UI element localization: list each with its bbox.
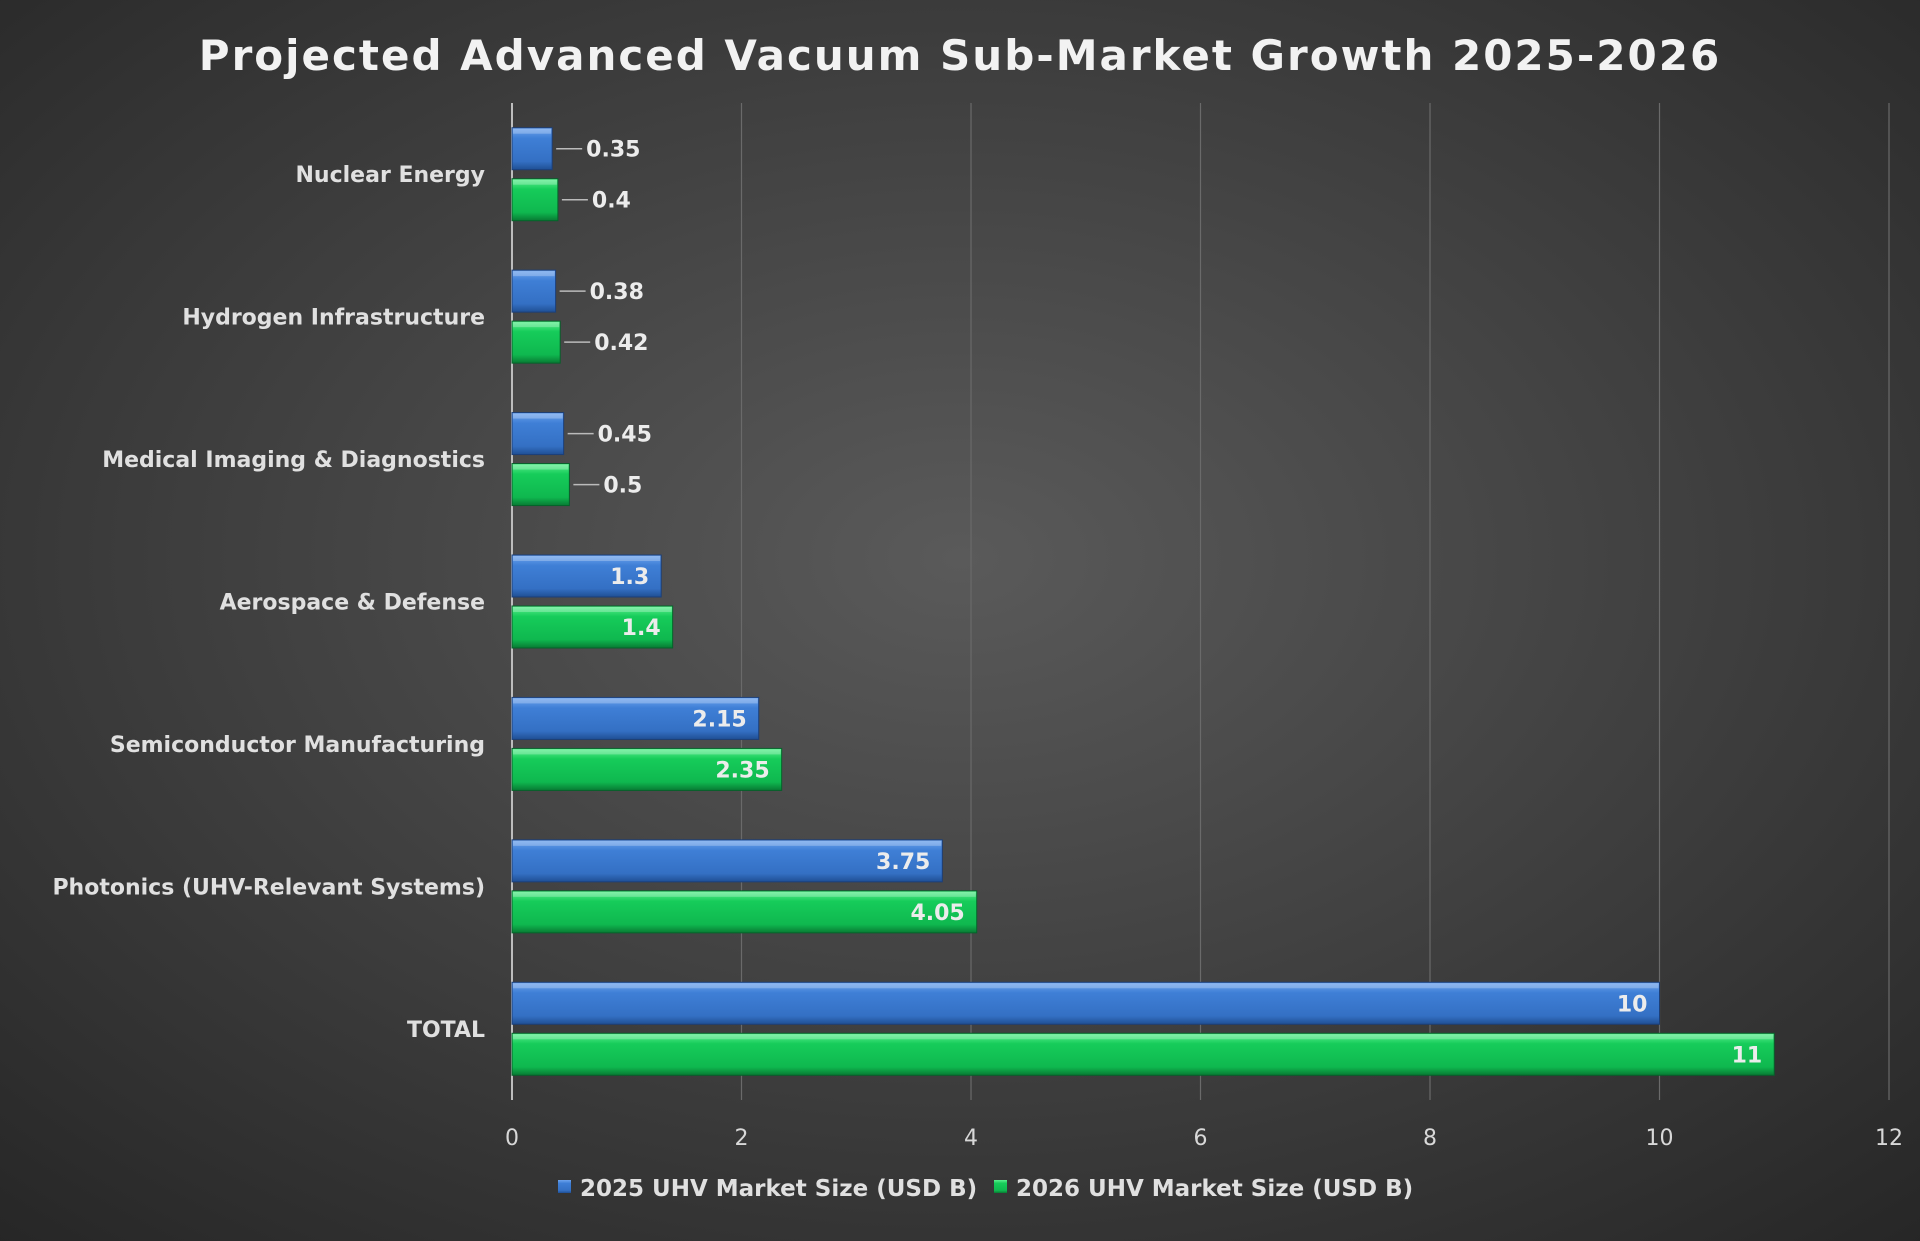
category-label: TOTAL <box>407 1018 485 1043</box>
bar-2026 <box>511 747 783 791</box>
x-tick-label: 8 <box>1423 1126 1437 1151</box>
bar-highlight <box>513 607 672 612</box>
category-label: Medical Imaging & Diagnostics <box>102 448 485 473</box>
bar-2025 <box>511 269 557 313</box>
x-tick-label: 0 <box>505 1126 519 1151</box>
data-label: 0.5 <box>603 474 642 499</box>
data-label: 11 <box>1732 1043 1763 1068</box>
data-label: 0.35 <box>586 138 640 163</box>
bar-highlight <box>513 179 557 185</box>
bar-highlight <box>513 749 781 755</box>
bar-2025 <box>511 696 760 740</box>
bar-2026 <box>511 320 561 364</box>
category-label: Photonics (UHV-Relevant Systems) <box>52 875 485 900</box>
x-tick-label: 6 <box>1194 1126 1208 1151</box>
bar-2025 <box>511 981 1660 1025</box>
bar-highlight <box>513 983 1659 989</box>
bar-2025 <box>511 412 565 456</box>
bar-2025 <box>511 839 943 883</box>
legend: 2025 UHV Market Size (USD B) 2026 UHV Mar… <box>558 1176 1413 1202</box>
bar-highlight <box>513 464 569 470</box>
data-label: 0.38 <box>590 280 644 305</box>
bar-highlight <box>513 413 563 419</box>
bar-2025 <box>511 127 553 171</box>
bar-highlight <box>513 891 976 897</box>
data-label: 1.3 <box>610 565 649 590</box>
data-label: 0.42 <box>594 331 648 356</box>
x-tick-label: 2 <box>735 1126 749 1151</box>
data-label: 4.05 <box>910 901 964 926</box>
bar-2026 <box>511 463 570 507</box>
bar-2026 <box>511 1032 1775 1076</box>
legend-swatch-2025 <box>558 1180 571 1193</box>
bar-2026 <box>511 890 978 934</box>
bar-2026 <box>511 605 674 649</box>
x-tick-label: 4 <box>964 1126 978 1151</box>
bar-highlight <box>513 556 661 561</box>
data-label: 0.45 <box>598 423 652 448</box>
category-label: Aerospace & Defense <box>220 591 485 616</box>
bar-highlight <box>513 271 555 277</box>
legend-label: 2026 UHV Market Size (USD B) <box>1016 1176 1413 1202</box>
bar-highlight <box>513 698 758 704</box>
bar-2025 <box>511 554 662 598</box>
x-tick-label: 12 <box>1875 1126 1903 1151</box>
data-label: 0.4 <box>592 189 631 214</box>
data-label: 1.4 <box>622 616 661 641</box>
data-label: 10 <box>1617 992 1648 1017</box>
legend-swatch-2026 <box>994 1180 1007 1193</box>
bar-highlight <box>513 1034 1774 1040</box>
legend-label: 2025 UHV Market Size (USD B) <box>580 1176 977 1202</box>
bar-2026 <box>511 178 559 222</box>
category-label: Nuclear Energy <box>296 163 485 188</box>
x-tick-label: 10 <box>1646 1126 1674 1151</box>
bar-highlight <box>513 840 942 846</box>
category-label: Hydrogen Infrastructure <box>182 306 485 331</box>
data-label: 2.15 <box>692 707 746 732</box>
bar-highlight <box>513 128 552 134</box>
category-label: Semiconductor Manufacturing <box>110 733 485 758</box>
bar-highlight <box>513 322 560 328</box>
chart-title: Projected Advanced Vacuum Sub-Market Gro… <box>199 31 1721 80</box>
data-label: 2.35 <box>715 758 769 783</box>
data-label: 3.75 <box>876 850 930 875</box>
